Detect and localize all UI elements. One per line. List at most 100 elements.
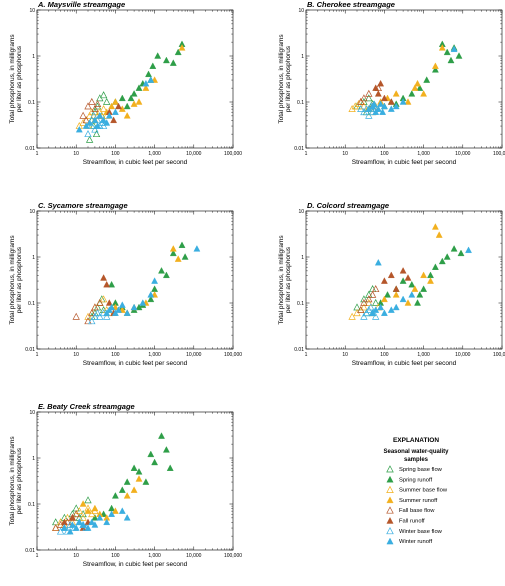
- legend-marker: [386, 475, 394, 483]
- data-point: [392, 291, 400, 298]
- data-point: [118, 94, 126, 102]
- data-point: [99, 295, 108, 303]
- legend-label: Spring base flow: [399, 467, 443, 473]
- data-point: [85, 135, 94, 143]
- data-point: [365, 111, 373, 119]
- data-point: [84, 317, 92, 325]
- data-point: [353, 303, 361, 311]
- data-point: [357, 306, 365, 313]
- y-axis-label: Total phosphorus, in milligrams: [9, 34, 16, 124]
- data-point: [348, 312, 356, 320]
- data-point: [91, 303, 99, 311]
- panel-title: C. Sycamore streamgage: [38, 201, 128, 210]
- panel-1: A. Maysville streamgage 1 10 100 1,000 10,000…: [9, 0, 242, 166]
- series-winter-runoff: [365, 45, 458, 115]
- data-point: [162, 56, 170, 64]
- data-point: [357, 97, 365, 105]
- legend-label: Summer runoff: [399, 498, 438, 504]
- series-summer-runoff: [380, 223, 443, 306]
- data-point: [142, 478, 150, 485]
- data-point: [75, 507, 83, 514]
- data-point: [169, 249, 177, 257]
- data-point: [374, 105, 382, 112]
- data-point: [377, 303, 385, 311]
- data-point: [56, 527, 65, 535]
- data-point: [392, 285, 400, 292]
- panel-3: C. Sycamore streamgage 1 10 100 1,000 10,000 1…: [9, 201, 242, 367]
- data-point: [91, 521, 99, 528]
- x-tick-label: 1,000: [417, 151, 430, 157]
- chart-panels: A. Maysville streamgage 1 10 100 1,000 10,000…: [9, 0, 505, 568]
- data-point: [368, 285, 377, 293]
- data-point: [408, 280, 416, 288]
- data-point: [88, 97, 96, 105]
- data-point: [360, 295, 368, 303]
- x-tick-label: 10: [342, 151, 348, 157]
- data-point: [151, 277, 159, 284]
- y-axis-label: per liter as phosphorus: [16, 45, 23, 112]
- data-point: [130, 486, 138, 493]
- data-point: [423, 76, 431, 83]
- data-point: [365, 89, 373, 97]
- data-point: [118, 507, 126, 514]
- y-axis-label: Total phosphorus, in milligrams: [278, 34, 285, 124]
- data-point: [368, 290, 377, 298]
- data-point: [118, 486, 126, 493]
- data-point: [380, 295, 388, 303]
- data-point: [91, 504, 99, 512]
- plot-frame: [36, 210, 234, 350]
- data-point: [139, 299, 147, 306]
- data-point: [387, 306, 395, 313]
- data-point: [372, 312, 380, 320]
- series-winter-runoff: [103, 245, 201, 316]
- data-point: [103, 312, 111, 320]
- y-tick-label: 1: [32, 54, 35, 60]
- data-point: [365, 290, 373, 298]
- x-tick-label: 1: [305, 151, 308, 157]
- x-tick-label: 10,000: [186, 352, 202, 358]
- x-tick-label: 100,000: [224, 553, 242, 559]
- y-tick-label: 0.01: [294, 146, 304, 152]
- data-point: [91, 312, 99, 320]
- data-point: [88, 518, 96, 526]
- data-point: [416, 291, 424, 298]
- y-tick-label: 0.1: [28, 301, 35, 307]
- data-point: [420, 271, 428, 279]
- data-point: [372, 84, 380, 91]
- data-point: [103, 518, 111, 526]
- data-point: [447, 56, 455, 64]
- legend-item-winter-runoff: Winter runoff: [386, 537, 432, 545]
- data-point: [60, 524, 68, 531]
- x-axis-label: Streamflow, in cubic feet per second: [83, 159, 188, 166]
- data-point: [130, 303, 138, 311]
- data-point: [435, 231, 443, 238]
- data-point: [178, 241, 186, 248]
- data-point: [72, 312, 80, 320]
- data-point: [387, 105, 395, 112]
- data-point: [404, 274, 412, 281]
- data-point: [123, 309, 131, 316]
- data-point: [84, 130, 92, 138]
- data-point: [115, 102, 122, 110]
- data-point: [411, 84, 419, 91]
- data-point: [455, 52, 463, 59]
- data-point: [360, 312, 368, 320]
- legend-marker: [386, 517, 394, 524]
- data-point: [72, 510, 80, 518]
- x-tick-label: 10: [73, 553, 79, 559]
- data-point: [72, 524, 80, 531]
- data-point: [135, 468, 143, 475]
- data-point: [108, 102, 116, 110]
- data-point: [151, 285, 159, 292]
- data-point: [96, 298, 104, 306]
- plot-frame: [305, 9, 503, 149]
- x-tick-label: 1,000: [148, 352, 161, 358]
- panel-5: E. Beaty Creek streamgage 1 10 100 1,000 10,0…: [9, 402, 242, 568]
- data-point: [431, 263, 439, 270]
- x-tick-label: 1,000: [417, 352, 430, 358]
- data-point: [392, 90, 400, 97]
- y-tick-label: 0.1: [28, 100, 35, 106]
- data-point: [79, 521, 87, 528]
- data-point: [108, 280, 116, 288]
- y-axis-label: Total phosphorus, in milligrams: [278, 235, 285, 325]
